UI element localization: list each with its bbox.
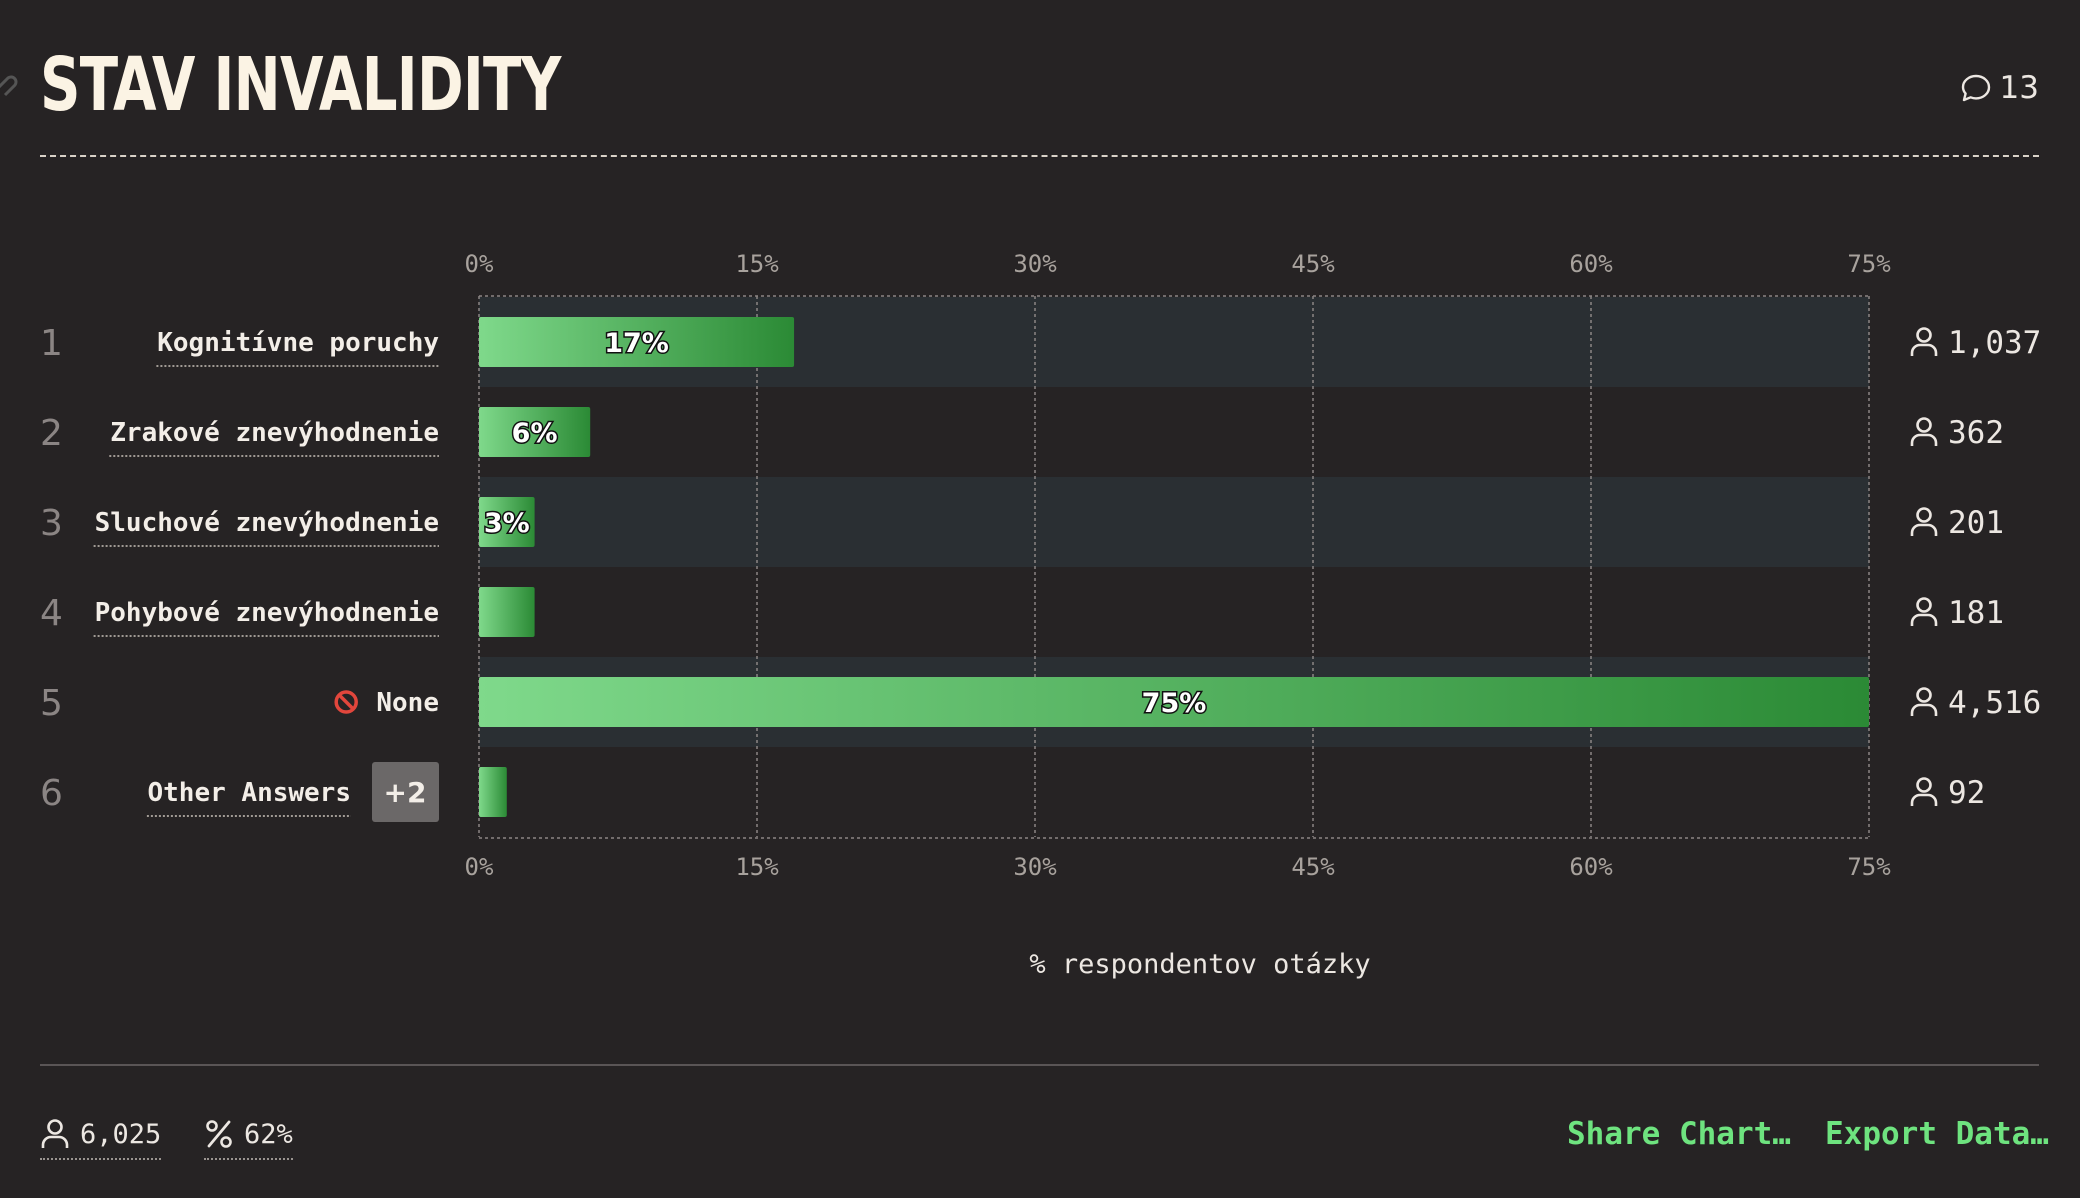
bar-value-label: 6% [512,418,558,449]
total-respondents-value: 6,025 [80,1118,162,1150]
footer-divider [40,1064,2039,1066]
respondent-count: 201 [1948,505,2004,541]
bar[interactable] [479,407,591,457]
person-icon [1910,417,1938,446]
bar[interactable] [479,317,795,367]
category-label[interactable]: Sluchové znevýhodnenie [95,508,439,538]
x-tick-label-bottom: 0% [465,853,494,881]
bar[interactable] [479,497,535,547]
respondent-count: 92 [1948,775,1985,811]
comments-button[interactable]: 13 [1960,68,2039,108]
x-tick-label-bottom: 60% [1569,853,1613,881]
comment-count: 13 [1999,70,2039,106]
respondent-count: 1,037 [1948,325,2041,361]
person-icon [1910,687,1938,716]
share-chart-button[interactable]: Share Chart… [1567,1116,1791,1152]
x-tick-label-bottom: 30% [1013,853,1057,881]
bar[interactable] [479,677,1869,727]
link-icon[interactable] [0,70,22,100]
page-title: STAV INVALIDITY [40,42,561,128]
category-label[interactable]: Pohybové znevýhodnenie [95,598,439,628]
x-tick-label-top: 30% [1013,250,1057,278]
row-rank: 1 [40,323,63,364]
comment-icon [1961,74,1990,102]
row-rank: 6 [40,773,63,814]
bar-value-label: 75% [1142,688,1207,719]
row-rank: 2 [40,413,63,454]
x-tick-label-top: 15% [735,250,779,278]
person-icon [1910,327,1938,356]
respondent-count: 362 [1948,415,2004,451]
x-tick-label-bottom: 15% [735,853,779,881]
bar-value-label: 17% [604,328,669,359]
x-tick-label-bottom: 75% [1847,853,1891,881]
category-label[interactable]: Zrakové znevýhodnenie [110,418,439,448]
x-tick-label-top: 60% [1569,250,1613,278]
bar[interactable] [479,587,535,637]
bar[interactable] [479,767,507,817]
percent-icon [206,1120,232,1148]
x-tick-label-top: 45% [1291,250,1335,278]
x-tick-label-top: 0% [465,250,494,278]
export-data-button[interactable]: Export Data… [1825,1116,2049,1152]
row-highlight [479,477,1869,567]
header-divider [40,155,2039,157]
total-respondents[interactable]: 6,025 [40,1112,162,1160]
respondent-count: 4,516 [1948,685,2041,721]
category-label[interactable]: Other Answers [148,778,352,808]
x-axis-label: % respondentov otázky [1029,949,1370,980]
person-icon [41,1119,69,1148]
respondent-count: 181 [1948,595,2004,631]
x-tick-label-top: 75% [1847,250,1891,278]
other-answers-badge-label: +2 [384,776,427,809]
x-tick-label-bottom: 45% [1291,853,1335,881]
person-icon [1910,777,1938,806]
response-rate[interactable]: 62% [204,1112,293,1160]
person-icon [1910,507,1938,536]
response-rate-value: 62% [244,1118,293,1150]
category-label[interactable]: Kognitívne poruchy [157,328,439,358]
other-answers-badge[interactable] [372,762,439,822]
prohibited-icon [334,690,358,714]
category-label[interactable]: None [376,688,439,718]
bar-value-label: 3% [484,508,530,539]
row-rank: 5 [40,683,63,724]
row-rank: 4 [40,593,63,634]
row-rank: 3 [40,503,63,544]
person-icon [1910,597,1938,626]
